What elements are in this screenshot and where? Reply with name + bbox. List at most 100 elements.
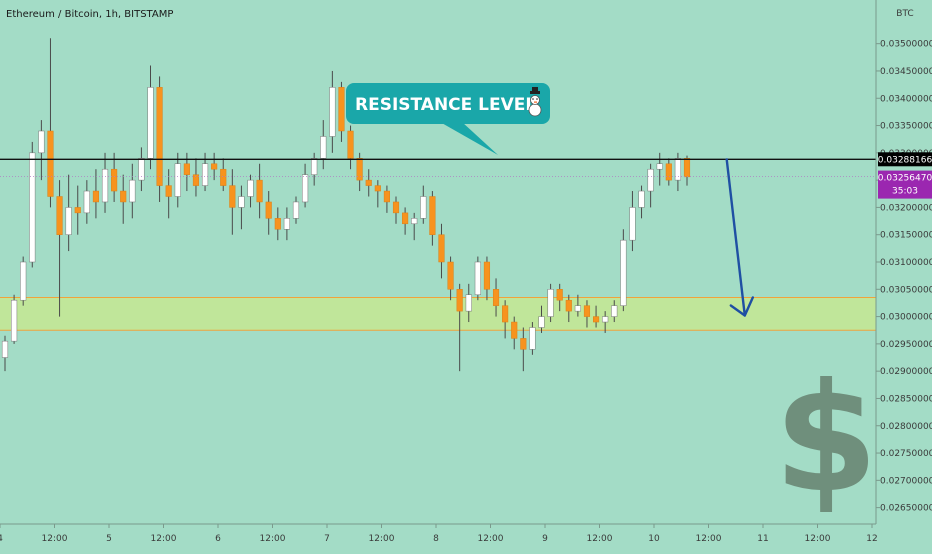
candle [302, 163, 309, 208]
x-tick-label: 12:00 [805, 534, 831, 544]
y-tick-label: 0.03450000 [880, 67, 932, 77]
y-tick-label: 0.02950000 [880, 340, 932, 350]
candle [247, 174, 254, 208]
candle [492, 278, 500, 317]
x-tick-label: 4 [0, 534, 3, 544]
candle [529, 322, 536, 355]
y-tick-label: 0.03000000 [880, 313, 932, 323]
svg-text:0.03288166: 0.03288166 [878, 155, 932, 165]
candle [565, 294, 572, 323]
countdown-timer: 35:03 [892, 187, 918, 197]
callout-pointer [440, 122, 498, 155]
arrow-shaft [725, 158, 746, 317]
x-tick-label: 9 [542, 534, 548, 544]
candle [229, 169, 236, 235]
candle [338, 81, 345, 142]
y-tick-label: 0.02850000 [880, 394, 932, 404]
candle [665, 158, 672, 186]
candle [147, 65, 154, 170]
candle [611, 300, 618, 323]
dollar-sign-icon: $ [774, 352, 878, 526]
candle [156, 76, 163, 202]
chart-title: Ethereum / Bitcoin, 1h, BITSTAMP [6, 9, 173, 20]
resistance-callout: RESISTANCE LEVEL [346, 83, 550, 155]
projection-arrow [725, 158, 754, 317]
x-tick-label: 5 [106, 534, 112, 544]
x-tick-label: 12:00 [478, 534, 504, 544]
candle [365, 169, 372, 197]
candle [1, 335, 9, 372]
y-tick-label: 0.03200000 [880, 203, 932, 213]
svg-text:$: $ [774, 352, 878, 526]
candle [111, 152, 118, 202]
candle [602, 311, 609, 333]
x-tick-label: 11 [757, 534, 768, 544]
y-tick-label: 0.03400000 [880, 94, 932, 104]
x-tick-label: 6 [215, 534, 221, 544]
candle [520, 327, 527, 372]
y-tick-label: 0.02650000 [880, 504, 932, 514]
support-zone [0, 297, 876, 331]
candle [83, 180, 90, 224]
candle [638, 185, 645, 219]
candle [456, 283, 463, 372]
candle [256, 163, 263, 219]
x-tick-label: 12 [866, 534, 877, 544]
y-tick-label: 0.03150000 [880, 231, 932, 241]
candle [38, 120, 45, 181]
y-tick-label: 0.02700000 [880, 476, 932, 486]
x-tick-label: 7 [324, 534, 330, 544]
x-tick-label: 12:00 [369, 534, 395, 544]
candle [538, 305, 545, 333]
candle [374, 180, 381, 208]
candle [265, 191, 272, 235]
candle [438, 223, 445, 279]
arrow-head [729, 296, 754, 317]
x-tick-label: 12:00 [587, 534, 613, 544]
time-axis: 4 12:00 5 12:00 6 12:00 7 12:00 8 12:00 9 12:00 10 12… [0, 523, 878, 544]
candle [556, 283, 563, 312]
candle [402, 207, 409, 235]
candle [502, 300, 509, 339]
candle [101, 152, 109, 213]
candle [629, 191, 636, 252]
candle [220, 158, 227, 192]
candle [420, 185, 427, 224]
candle [165, 169, 172, 219]
candle [620, 229, 627, 312]
y-tick-label: 0.03100000 [880, 258, 932, 268]
candle [465, 283, 472, 323]
candles-layer [1, 38, 691, 372]
candle [20, 256, 27, 306]
candle [129, 163, 136, 219]
candle [65, 174, 72, 252]
y-tick-label: 0.02750000 [880, 449, 932, 459]
candle [120, 174, 127, 224]
callout-box [346, 83, 550, 124]
candle [511, 316, 518, 350]
x-tick-label: 12:00 [260, 534, 286, 544]
candle [292, 196, 300, 224]
y-tick-label: 0.02800000 [880, 422, 932, 432]
candle [447, 256, 454, 301]
candle [274, 207, 281, 241]
last-price-label: 0.03256470 35:03 [878, 170, 932, 199]
candle [238, 185, 245, 230]
x-tick-label: 12:00 [696, 534, 722, 544]
x-tick-label: 12:00 [151, 534, 177, 544]
candle [429, 191, 436, 246]
candle [647, 163, 654, 208]
callout-label: RESISTANCE LEVEL [355, 95, 536, 115]
snowman-icon [528, 87, 542, 117]
y-tick-label: 0.03050000 [880, 285, 932, 295]
resistance-price-label: 0.03288166 [878, 152, 932, 167]
candle [311, 152, 318, 186]
candle [192, 158, 200, 197]
level-lines-layer [0, 158, 876, 177]
candle [583, 300, 591, 328]
candle [574, 294, 581, 317]
currency-label: BTC [896, 9, 913, 19]
candle [483, 256, 491, 301]
